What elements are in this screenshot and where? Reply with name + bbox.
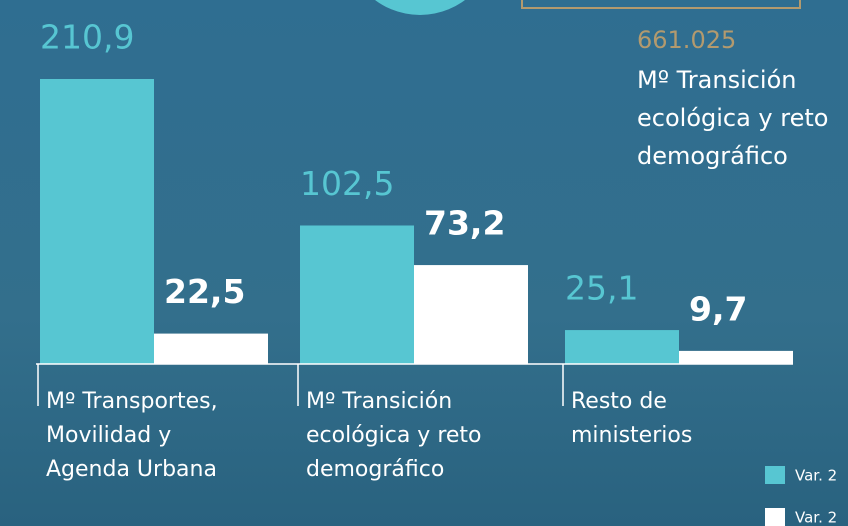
value-label: 102,5	[300, 164, 394, 203]
value-label: 210,9	[40, 18, 134, 57]
legend-label: Var. 2	[795, 509, 837, 526]
bar	[154, 334, 268, 364]
legend-swatch	[765, 508, 785, 526]
chart: 661.025 Mº Transiciónecológica y retodem…	[0, 0, 848, 526]
legend-swatch	[765, 466, 785, 484]
value-label: 9,7	[689, 289, 747, 328]
bar	[300, 225, 414, 364]
bar	[414, 265, 528, 364]
bar	[679, 351, 793, 364]
annotation-value: 661.025	[637, 26, 736, 54]
bar	[565, 330, 679, 364]
legend-label: Var. 2	[795, 467, 837, 485]
bar	[40, 79, 154, 364]
page: {"chart_data": {"type": "bar", "categori…	[0, 0, 848, 526]
value-label: 25,1	[565, 269, 638, 308]
value-label: 73,2	[424, 204, 505, 243]
value-label: 22,5	[164, 272, 245, 311]
